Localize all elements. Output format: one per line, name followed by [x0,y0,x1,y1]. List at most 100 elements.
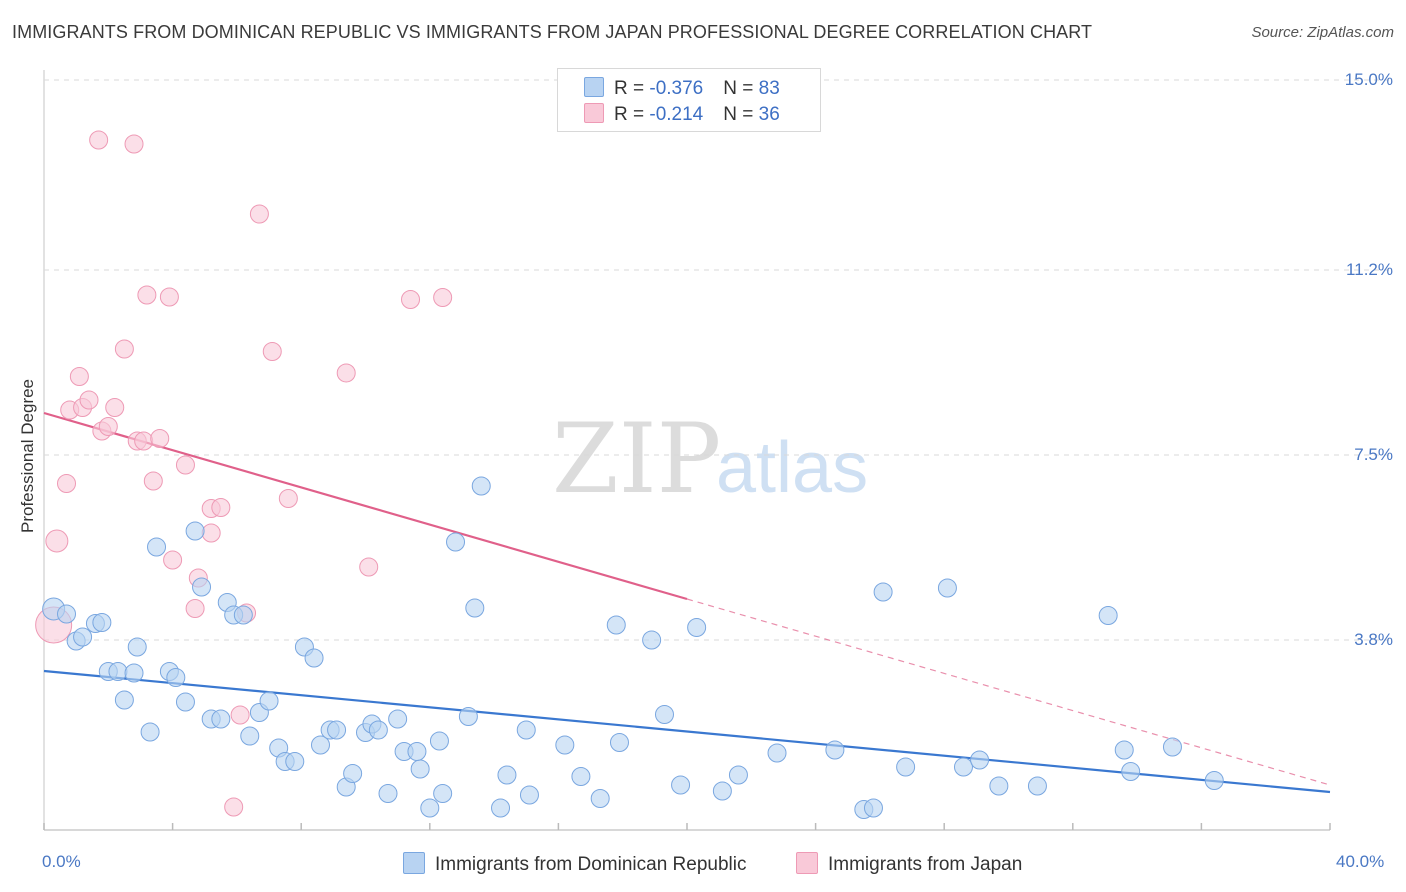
data-point-dominican [555,735,575,755]
data-point-dominican [73,627,93,647]
data-point-dominican [233,605,253,625]
chart-title: IMMIGRANTS FROM DOMINICAN REPUBLIC VS IM… [12,22,1093,42]
data-point-dominican [728,765,748,785]
data-point-dominican [873,582,893,602]
data-point-dominican [166,668,186,687]
data-point-japan [159,287,179,307]
legend-r-value: -0.376 [649,78,704,99]
data-point-dominican [516,720,536,740]
data-point-dominican [57,604,77,624]
data-point-dominican [519,785,539,805]
trend-line-japan-extrapolated [686,598,1331,786]
data-point-japan [230,705,250,725]
axes [43,823,1331,831]
data-point-dominican [1114,740,1134,760]
data-point-japan [201,523,221,543]
data-point-japan [134,431,154,451]
legend-r-value: -0.214 [649,104,704,125]
data-point-japan [278,489,298,508]
data-point-dominican [388,709,408,729]
x-tick-min: 0.0% [42,852,81,871]
data-point-japan [359,557,379,577]
series-japan-points [35,130,453,817]
legend-r-label: R = [614,104,650,125]
data-point-dominican [285,752,305,771]
data-point-japan [57,474,77,493]
data-point-dominican [114,690,134,710]
bottom-legend-japan: Immigrants from Japan [796,852,1022,876]
data-point-japan [69,367,89,386]
data-point-dominican [259,691,279,711]
data-point-dominican [687,618,707,637]
legend-row-dominican: R = -0.376 N = 83 [584,77,780,100]
bottom-legend-label-japan: Immigrants from Japan [828,854,1023,875]
data-point-dominican [863,798,883,818]
legend-row-japan: R = -0.214 N = 36 [584,103,780,126]
data-point-dominican [327,720,347,740]
data-point-dominican [497,765,517,785]
data-point-dominican [825,740,845,760]
y-tick-label: 7.5% [1354,445,1393,464]
data-point-dominican [124,663,144,683]
data-point-japan [105,398,125,417]
bottom-legend-dominican: Immigrants from Dominican Republic [403,852,747,876]
data-point-japan [224,797,244,817]
data-point-dominican [211,709,231,729]
data-point-dominican [671,775,691,795]
data-point-dominican [1098,606,1118,625]
data-point-dominican [1162,737,1182,757]
y-tick-label: 11.2% [1346,260,1393,279]
bottom-legend-label-dominican: Immigrants from Dominican Republic [435,854,747,875]
data-point-dominican [343,764,363,783]
data-point-dominican [458,707,478,726]
data-point-dominican [147,537,167,557]
data-point-dominican [590,789,610,808]
watermark-atlas: atlas [716,428,868,508]
data-point-dominican [407,742,427,761]
data-point-dominican [654,705,674,724]
data-point-dominican [304,648,324,668]
data-point-japan [211,498,231,517]
y-tick-label: 3.8% [1354,630,1393,649]
data-point-japan [79,390,99,410]
data-point-japan [249,204,269,224]
legend-swatch-dominican [584,77,604,97]
data-point-japan [114,339,134,359]
data-point-japan [175,455,195,475]
data-point-dominican [1204,771,1224,790]
data-point-dominican [433,784,453,803]
data-point-dominican [92,613,112,632]
source-label: Source: ZipAtlas.com [1251,24,1394,41]
legend-swatch-japan [584,103,604,123]
data-point-japan [163,550,183,570]
legend-r-label: R = [614,78,650,99]
data-point-dominican [185,521,205,541]
data-point-dominican [240,726,260,746]
data-point-japan [150,429,170,448]
data-point-dominican [140,722,160,742]
data-point-dominican [1121,762,1141,781]
data-point-dominican [471,476,491,496]
data-point-japan [185,599,205,618]
data-point-dominican [767,743,787,763]
data-point-japan [124,134,144,154]
data-point-japan [401,290,421,309]
watermark-zip: ZIP [552,403,721,515]
grid [43,70,1392,830]
data-point-dominican [310,735,330,755]
data-point-dominican [175,692,195,712]
data-point-japan [262,342,282,361]
series-dominican-points [42,476,1224,819]
legend-n-label: N = [723,104,759,125]
data-point-dominican [378,784,398,803]
data-point-dominican [712,781,732,801]
data-point-dominican [1027,776,1047,796]
data-point-japan [433,288,453,307]
data-point-dominican [989,776,1009,796]
data-point-japan [89,130,109,150]
data-point-dominican [571,767,591,786]
data-point-japan [336,363,356,383]
stats-legend: R = -0.376 N = 83 R = -0.214 N = 36 [557,68,821,132]
bottom-legend-swatch-dominican [403,852,425,874]
